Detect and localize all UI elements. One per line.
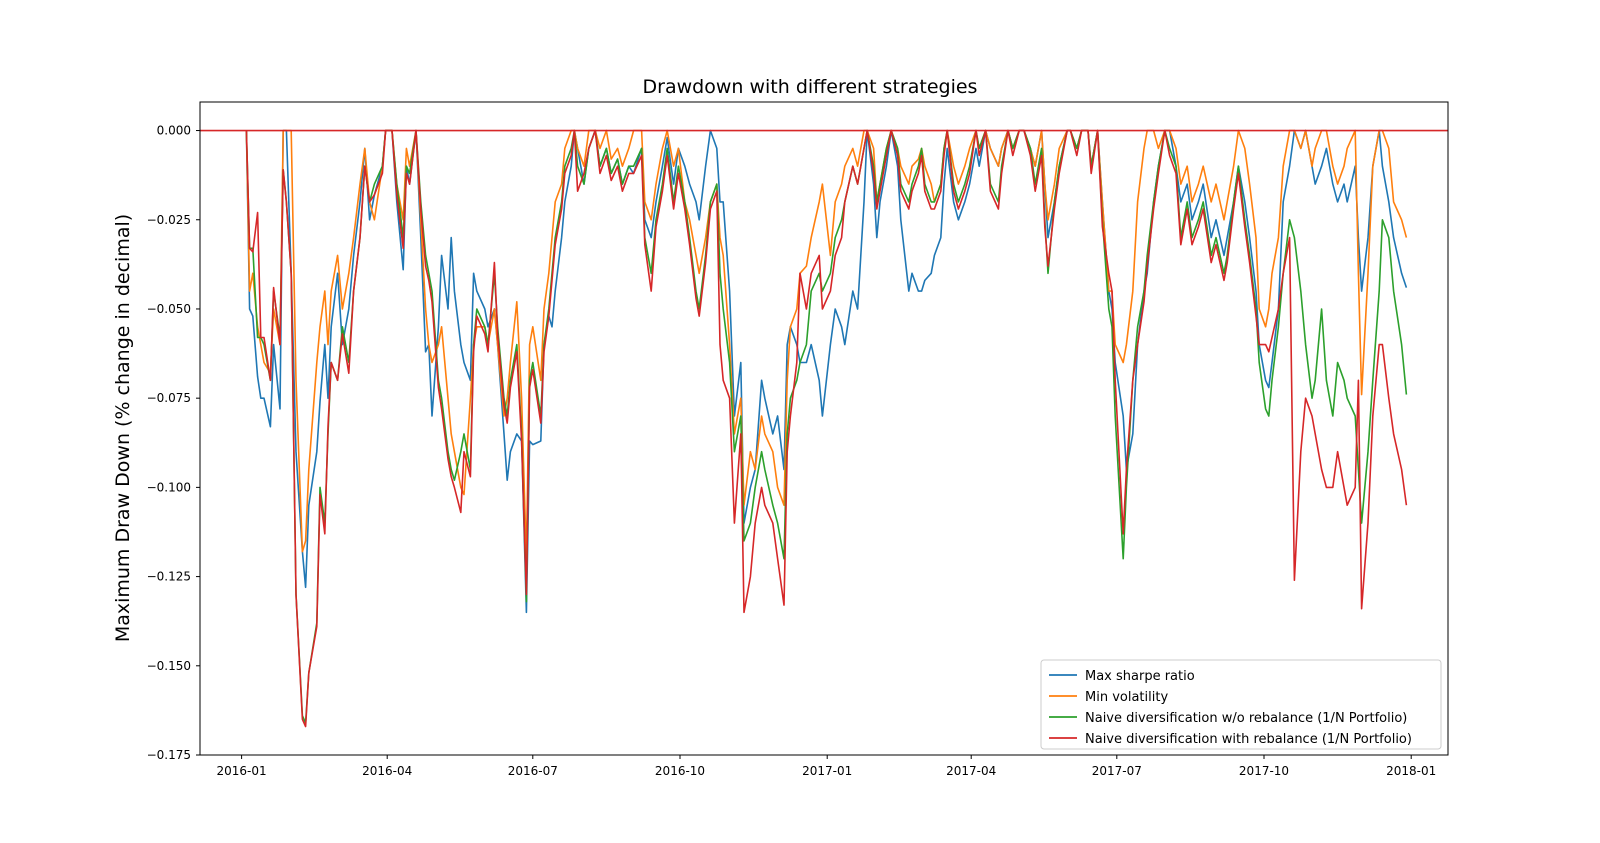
x-tick-label: 2017-01 — [802, 764, 852, 778]
y-tick-label: 0.000 — [157, 124, 191, 138]
legend-box — [1040, 659, 1442, 750]
x-tick-label: 2017-07 — [1092, 764, 1142, 778]
plot-area — [199, 101, 1449, 756]
x-tick-label: 2016-04 — [362, 764, 412, 778]
legend-label: Min volatility — [1085, 690, 1168, 705]
plot-frame — [199, 101, 1449, 756]
y-tick-label: −0.125 — [147, 570, 191, 584]
legend: Max sharpe ratio Min volatility Naive dive… — [1040, 659, 1442, 750]
y-tick-label: −0.175 — [147, 748, 191, 762]
x-tick-label: 2016-07 — [508, 764, 558, 778]
legend-label: Naive diversification w/o rebalance (1/N… — [1085, 711, 1407, 726]
legend-label: Max sharpe ratio — [1085, 669, 1195, 684]
y-axis: 0.000 −0.025 −0.050 −0.075 −0.100 −0.125 −0.15… — [147, 124, 200, 762]
y-tick-label: −0.050 — [147, 302, 191, 316]
legend-label: Naive diversification with rebalance (1/… — [1085, 732, 1412, 747]
series-line-3 — [245, 129, 1408, 724]
series-line-1 — [245, 129, 1408, 614]
series-line-2 — [245, 129, 1408, 560]
x-axis: 2016-01 2016-04 2016-07 2016-10 2017-01 2017-… — [217, 755, 1436, 778]
x-tick-label: 2017-04 — [946, 764, 996, 778]
y-axis-label: Maximum Draw Down (% change in decimal) — [112, 214, 134, 642]
x-tick-label: 2016-10 — [655, 764, 705, 778]
series-line-4 — [245, 129, 1408, 728]
y-tick-label: −0.075 — [147, 391, 191, 405]
y-tick-label: −0.100 — [147, 480, 191, 494]
x-tick-label: 2017-10 — [1239, 764, 1289, 778]
y-tick-label: −0.025 — [147, 213, 191, 227]
y-tick-label: −0.150 — [147, 659, 191, 673]
x-tick-label: 2016-01 — [217, 764, 267, 778]
series-layer — [245, 129, 1408, 728]
x-tick-label: 2018-01 — [1386, 764, 1436, 778]
chart-title: Drawdown with different strategies — [643, 76, 978, 98]
